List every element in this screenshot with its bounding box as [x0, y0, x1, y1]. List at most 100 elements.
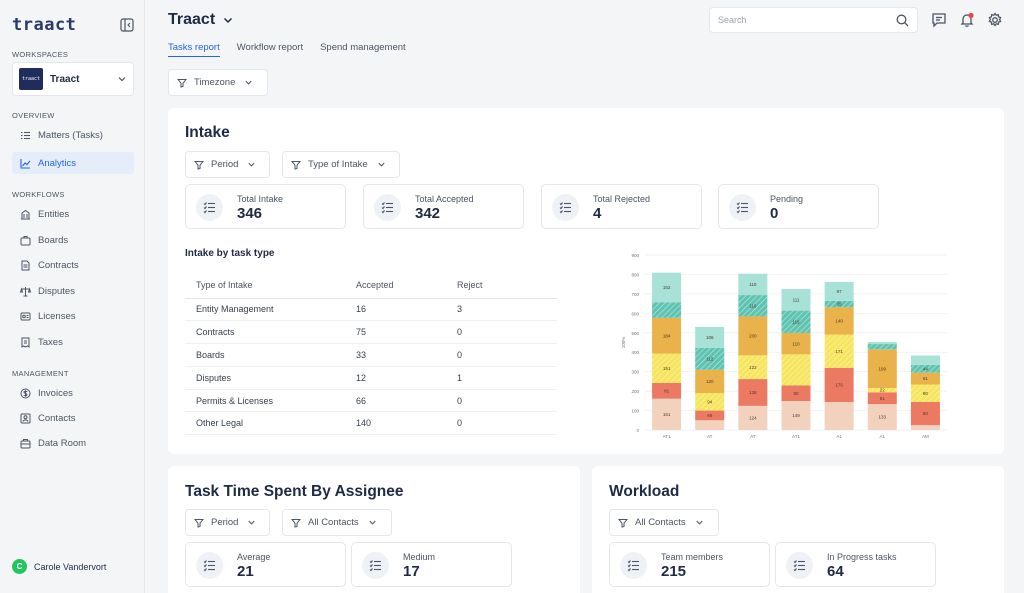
bar-segment[interactable] — [738, 405, 768, 430]
checklist-icon — [620, 552, 647, 579]
chevron-down-icon — [369, 520, 376, 525]
bar-segment-hatch — [695, 393, 725, 411]
bar-segment[interactable] — [867, 392, 897, 405]
filter-icon — [291, 518, 301, 528]
bar-segment[interactable] — [738, 273, 768, 296]
page-title: Traact — [168, 11, 216, 28]
column-header[interactable]: Reject — [457, 273, 557, 299]
bar-segment[interactable] — [910, 425, 940, 430]
bar-segment[interactable] — [824, 367, 854, 402]
bar-segment[interactable] — [824, 282, 854, 301]
sidebar-item-invoices[interactable]: Invoices — [12, 382, 134, 404]
sidebar-item-entities[interactable]: Entities — [12, 203, 134, 225]
sidebar-item-disputes[interactable]: Disputes — [12, 280, 134, 302]
workspace-select[interactable]: traact Traact — [12, 62, 134, 96]
bar-segment[interactable] — [910, 355, 940, 365]
sidebar-item-analytics[interactable]: Analytics — [12, 152, 134, 174]
sidebar-collapse-icon[interactable] — [120, 18, 134, 32]
table-row[interactable]: Entity Management 16 3 — [185, 298, 557, 322]
bar-segment[interactable] — [867, 404, 897, 430]
data-label: 22 — [880, 388, 886, 393]
bar-segment[interactable] — [867, 349, 897, 388]
sidebar-item-boards[interactable]: Boards — [12, 229, 134, 251]
chat-icon[interactable] — [931, 12, 947, 28]
bar-segment[interactable] — [910, 402, 940, 426]
workflows-label: WORKFLOWS — [12, 190, 65, 199]
table-row[interactable]: Boards 33 0 — [185, 343, 557, 367]
data-label: 133 — [879, 415, 887, 420]
data-label: 111 — [793, 297, 800, 302]
bar-segment[interactable] — [652, 398, 682, 430]
search-input[interactable] — [718, 15, 896, 25]
table-row[interactable]: Disputes 12 1 — [185, 366, 557, 390]
table-row[interactable]: Contracts 75 0 — [185, 320, 557, 345]
contacts-filter[interactable]: All Contacts — [282, 509, 392, 536]
contacts-filter[interactable]: All Contacts — [609, 509, 719, 536]
bar-segment-hatch — [910, 384, 940, 402]
table-row[interactable]: Permits & Licenses 66 0 — [185, 389, 557, 413]
bar-segment[interactable] — [867, 342, 897, 345]
sidebar-item-taxes[interactable]: Taxes — [12, 331, 134, 353]
sidebar-item-contracts[interactable]: Contracts — [12, 254, 134, 276]
column-header[interactable]: Accepted — [356, 273, 457, 299]
tab-spend-management[interactable]: Spend management — [320, 42, 406, 53]
workspace-logo: traact — [19, 68, 43, 90]
chevron-down-icon — [224, 17, 233, 24]
sidebar-item-data-room[interactable]: Data Room — [12, 432, 134, 454]
bar-segment-hatch — [824, 300, 854, 308]
bar-segment[interactable] — [824, 402, 854, 430]
stat-card-average: Average 21 — [185, 542, 346, 587]
bar-segment[interactable] — [910, 372, 940, 385]
stat-value: 4 — [593, 205, 602, 222]
chevron-down-icon — [696, 520, 703, 525]
bar-segment-hatch — [695, 347, 725, 370]
bar-segment[interactable] — [652, 317, 682, 354]
bar-segment[interactable] — [781, 289, 811, 311]
type-of-intake-filter[interactable]: Type of Intake — [282, 151, 400, 178]
data-label: 35 — [837, 302, 843, 307]
sidebar-item-licenses[interactable]: Licenses — [12, 305, 134, 327]
bar-segment[interactable] — [781, 385, 811, 402]
stat-card-in-progress-tasks: In Progress tasks 64 — [775, 542, 936, 587]
bar-segment[interactable] — [738, 316, 768, 356]
table-cell: 0 — [457, 320, 557, 345]
tab-workflow-report[interactable]: Workflow report — [236, 42, 304, 53]
bar-segment-hatch — [910, 364, 940, 373]
stat-label: Total Accepted — [415, 194, 474, 204]
data-label: 81 — [664, 388, 670, 393]
brand-logo[interactable]: traact — [12, 15, 77, 35]
list-icon — [21, 131, 30, 139]
bar-segment[interactable] — [824, 307, 854, 335]
sidebar-item-label: Invoices — [38, 387, 73, 399]
workspace-switcher[interactable]: Traact — [168, 11, 234, 29]
bar-segment[interactable] — [738, 379, 768, 406]
period-filter[interactable]: Period — [185, 509, 270, 536]
gear-icon[interactable] — [987, 12, 1003, 28]
x-tick-label: AT1 — [792, 434, 800, 439]
bar-segment[interactable] — [695, 369, 725, 394]
search-icon[interactable] — [896, 14, 909, 27]
bar-segment[interactable] — [695, 420, 725, 430]
column-header[interactable]: Type of Intake — [185, 273, 356, 299]
filter-icon — [291, 160, 301, 170]
data-label: 90 — [923, 391, 929, 396]
dollar-icon — [20, 388, 31, 398]
user-profile[interactable]: C Carole Vandervort — [12, 559, 106, 574]
sidebar-item-label: Contacts — [38, 412, 76, 424]
sidebar-item-contacts[interactable]: Contacts — [12, 407, 134, 429]
timezone-filter[interactable]: Timezone — [168, 69, 268, 96]
table-row[interactable]: Other Legal 140 0 — [185, 411, 557, 436]
bar-segment[interactable] — [781, 401, 811, 430]
bar-segment[interactable] — [695, 410, 725, 421]
notification-bell-icon[interactable] — [959, 12, 975, 28]
bar-segment[interactable] — [781, 332, 811, 355]
bar-segment[interactable] — [695, 326, 725, 348]
x-tick-label: AM — [922, 434, 929, 439]
data-label: 80 — [793, 391, 799, 396]
period-filter[interactable]: Period — [185, 151, 270, 178]
bar-segment[interactable] — [652, 382, 682, 399]
tab-tasks-report[interactable]: Tasks report — [168, 42, 220, 57]
sidebar-item-matters[interactable]: Matters (Tasks) — [12, 124, 134, 146]
bar-segment[interactable] — [652, 272, 682, 303]
x-tick-label: A1 — [836, 434, 842, 439]
